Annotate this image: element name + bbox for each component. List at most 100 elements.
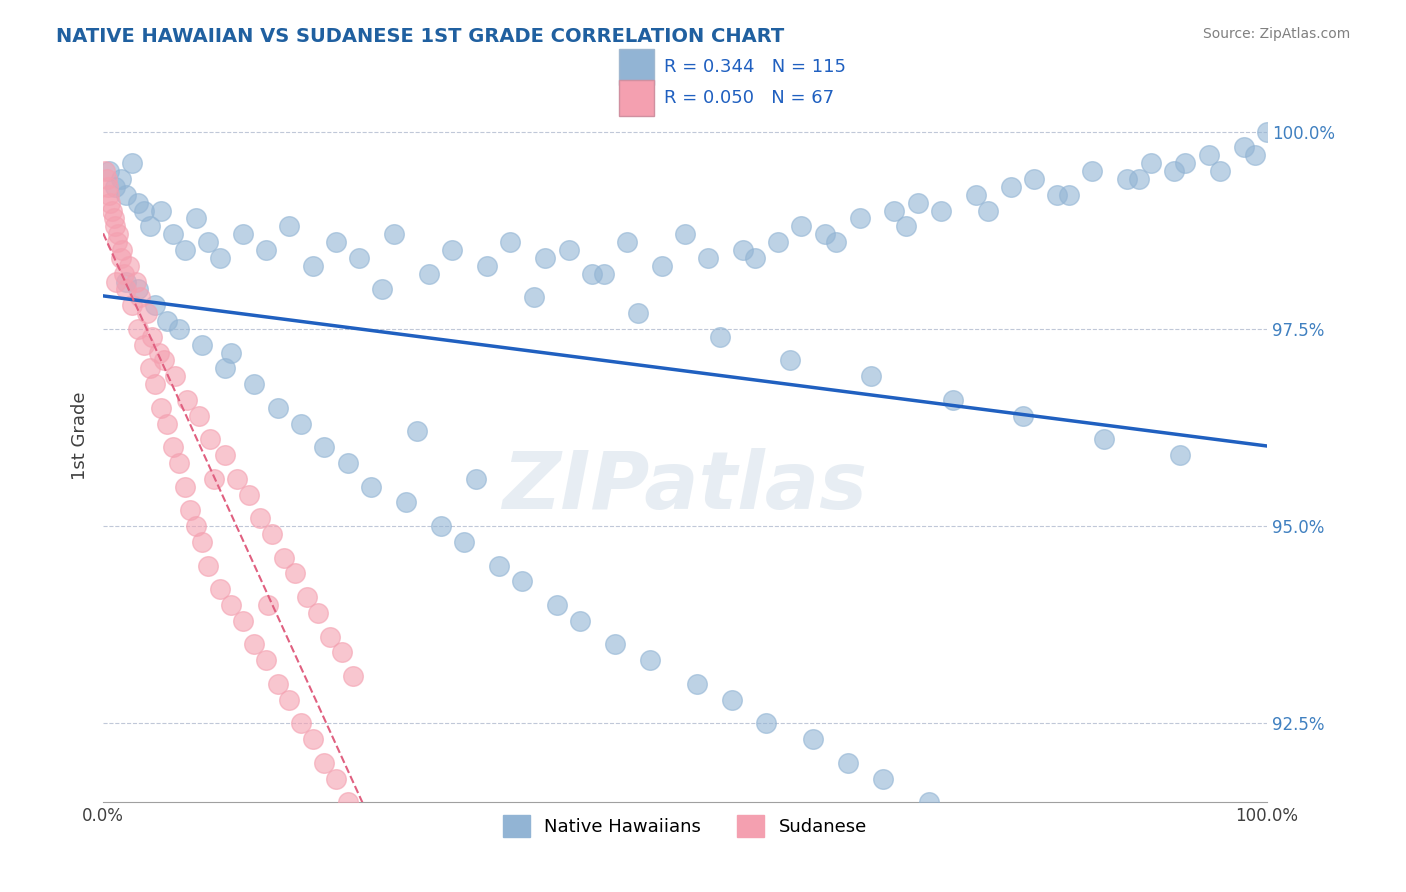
Point: [162, 440, 184, 454]
Point: [254, 653, 277, 667]
Point: [395, 495, 418, 509]
Point: [202, 472, 225, 486]
Point: [179, 503, 201, 517]
Point: [314, 756, 336, 770]
Point: [1104, 890, 1126, 892]
Point: [107, 227, 129, 242]
Point: [98, 195, 121, 210]
Point: [94, 164, 117, 178]
Point: [429, 519, 451, 533]
Point: [219, 345, 242, 359]
Point: [638, 653, 661, 667]
Point: [336, 795, 359, 809]
Point: [301, 732, 323, 747]
Point: [301, 259, 323, 273]
Point: [1081, 164, 1104, 178]
Point: [592, 267, 614, 281]
Point: [825, 235, 848, 249]
Point: [801, 732, 824, 747]
Point: [278, 692, 301, 706]
Point: [907, 195, 929, 210]
Point: [475, 259, 498, 273]
Point: [125, 275, 148, 289]
Point: [1198, 148, 1220, 162]
Point: [243, 377, 266, 392]
Point: [883, 203, 905, 218]
Point: [290, 417, 312, 431]
Point: [342, 669, 364, 683]
Point: [1168, 448, 1191, 462]
Point: [186, 519, 208, 533]
Point: [267, 401, 290, 415]
Point: [1092, 433, 1115, 447]
Point: [336, 456, 359, 470]
Point: [136, 306, 159, 320]
Point: [733, 243, 755, 257]
Point: [129, 290, 152, 304]
Point: [307, 606, 329, 620]
Point: [1024, 172, 1046, 186]
Point: [1163, 164, 1185, 178]
Point: [152, 353, 174, 368]
Point: [929, 203, 952, 218]
Point: [173, 243, 195, 257]
Point: [441, 243, 464, 257]
Point: [314, 440, 336, 454]
Point: [1233, 140, 1256, 154]
Point: [173, 480, 195, 494]
Point: [112, 267, 135, 281]
Point: [232, 227, 254, 242]
Point: [860, 369, 883, 384]
Point: [1209, 164, 1232, 178]
Point: [347, 251, 370, 265]
Point: [627, 306, 650, 320]
Point: [319, 630, 342, 644]
Point: [121, 298, 143, 312]
Point: [406, 425, 429, 439]
Point: [97, 179, 120, 194]
Point: [198, 433, 221, 447]
Point: [187, 409, 209, 423]
Point: [257, 598, 280, 612]
Point: [186, 211, 208, 226]
Point: [110, 251, 132, 265]
Point: [110, 172, 132, 186]
Point: [138, 361, 160, 376]
Point: [148, 345, 170, 359]
Point: [651, 259, 673, 273]
Point: [115, 275, 138, 289]
Point: [673, 227, 696, 242]
Point: [165, 369, 187, 384]
Point: [214, 361, 236, 376]
Point: [208, 582, 231, 597]
Point: [290, 716, 312, 731]
Point: [965, 187, 987, 202]
Text: R = 0.050   N = 67: R = 0.050 N = 67: [664, 89, 834, 107]
Point: [418, 267, 440, 281]
Point: [238, 487, 260, 501]
Point: [243, 638, 266, 652]
Point: [127, 322, 149, 336]
Point: [103, 211, 125, 226]
Point: [942, 392, 965, 407]
Point: [1244, 148, 1267, 162]
Point: [569, 614, 592, 628]
Point: [720, 692, 742, 706]
Point: [1011, 409, 1033, 423]
Point: [162, 227, 184, 242]
Point: [605, 638, 627, 652]
Point: [150, 203, 173, 218]
Point: [111, 243, 134, 257]
Point: [1139, 156, 1161, 170]
Point: [219, 598, 242, 612]
Point: [96, 172, 118, 186]
Point: [101, 203, 124, 218]
Point: [127, 195, 149, 210]
Text: NATIVE HAWAIIAN VS SUDANESE 1ST GRADE CORRELATION CHART: NATIVE HAWAIIAN VS SUDANESE 1ST GRADE CO…: [56, 27, 785, 45]
Point: [488, 558, 510, 573]
Point: [115, 282, 138, 296]
Point: [510, 574, 533, 589]
Point: [115, 187, 138, 202]
Point: [330, 645, 353, 659]
Point: [499, 235, 522, 249]
